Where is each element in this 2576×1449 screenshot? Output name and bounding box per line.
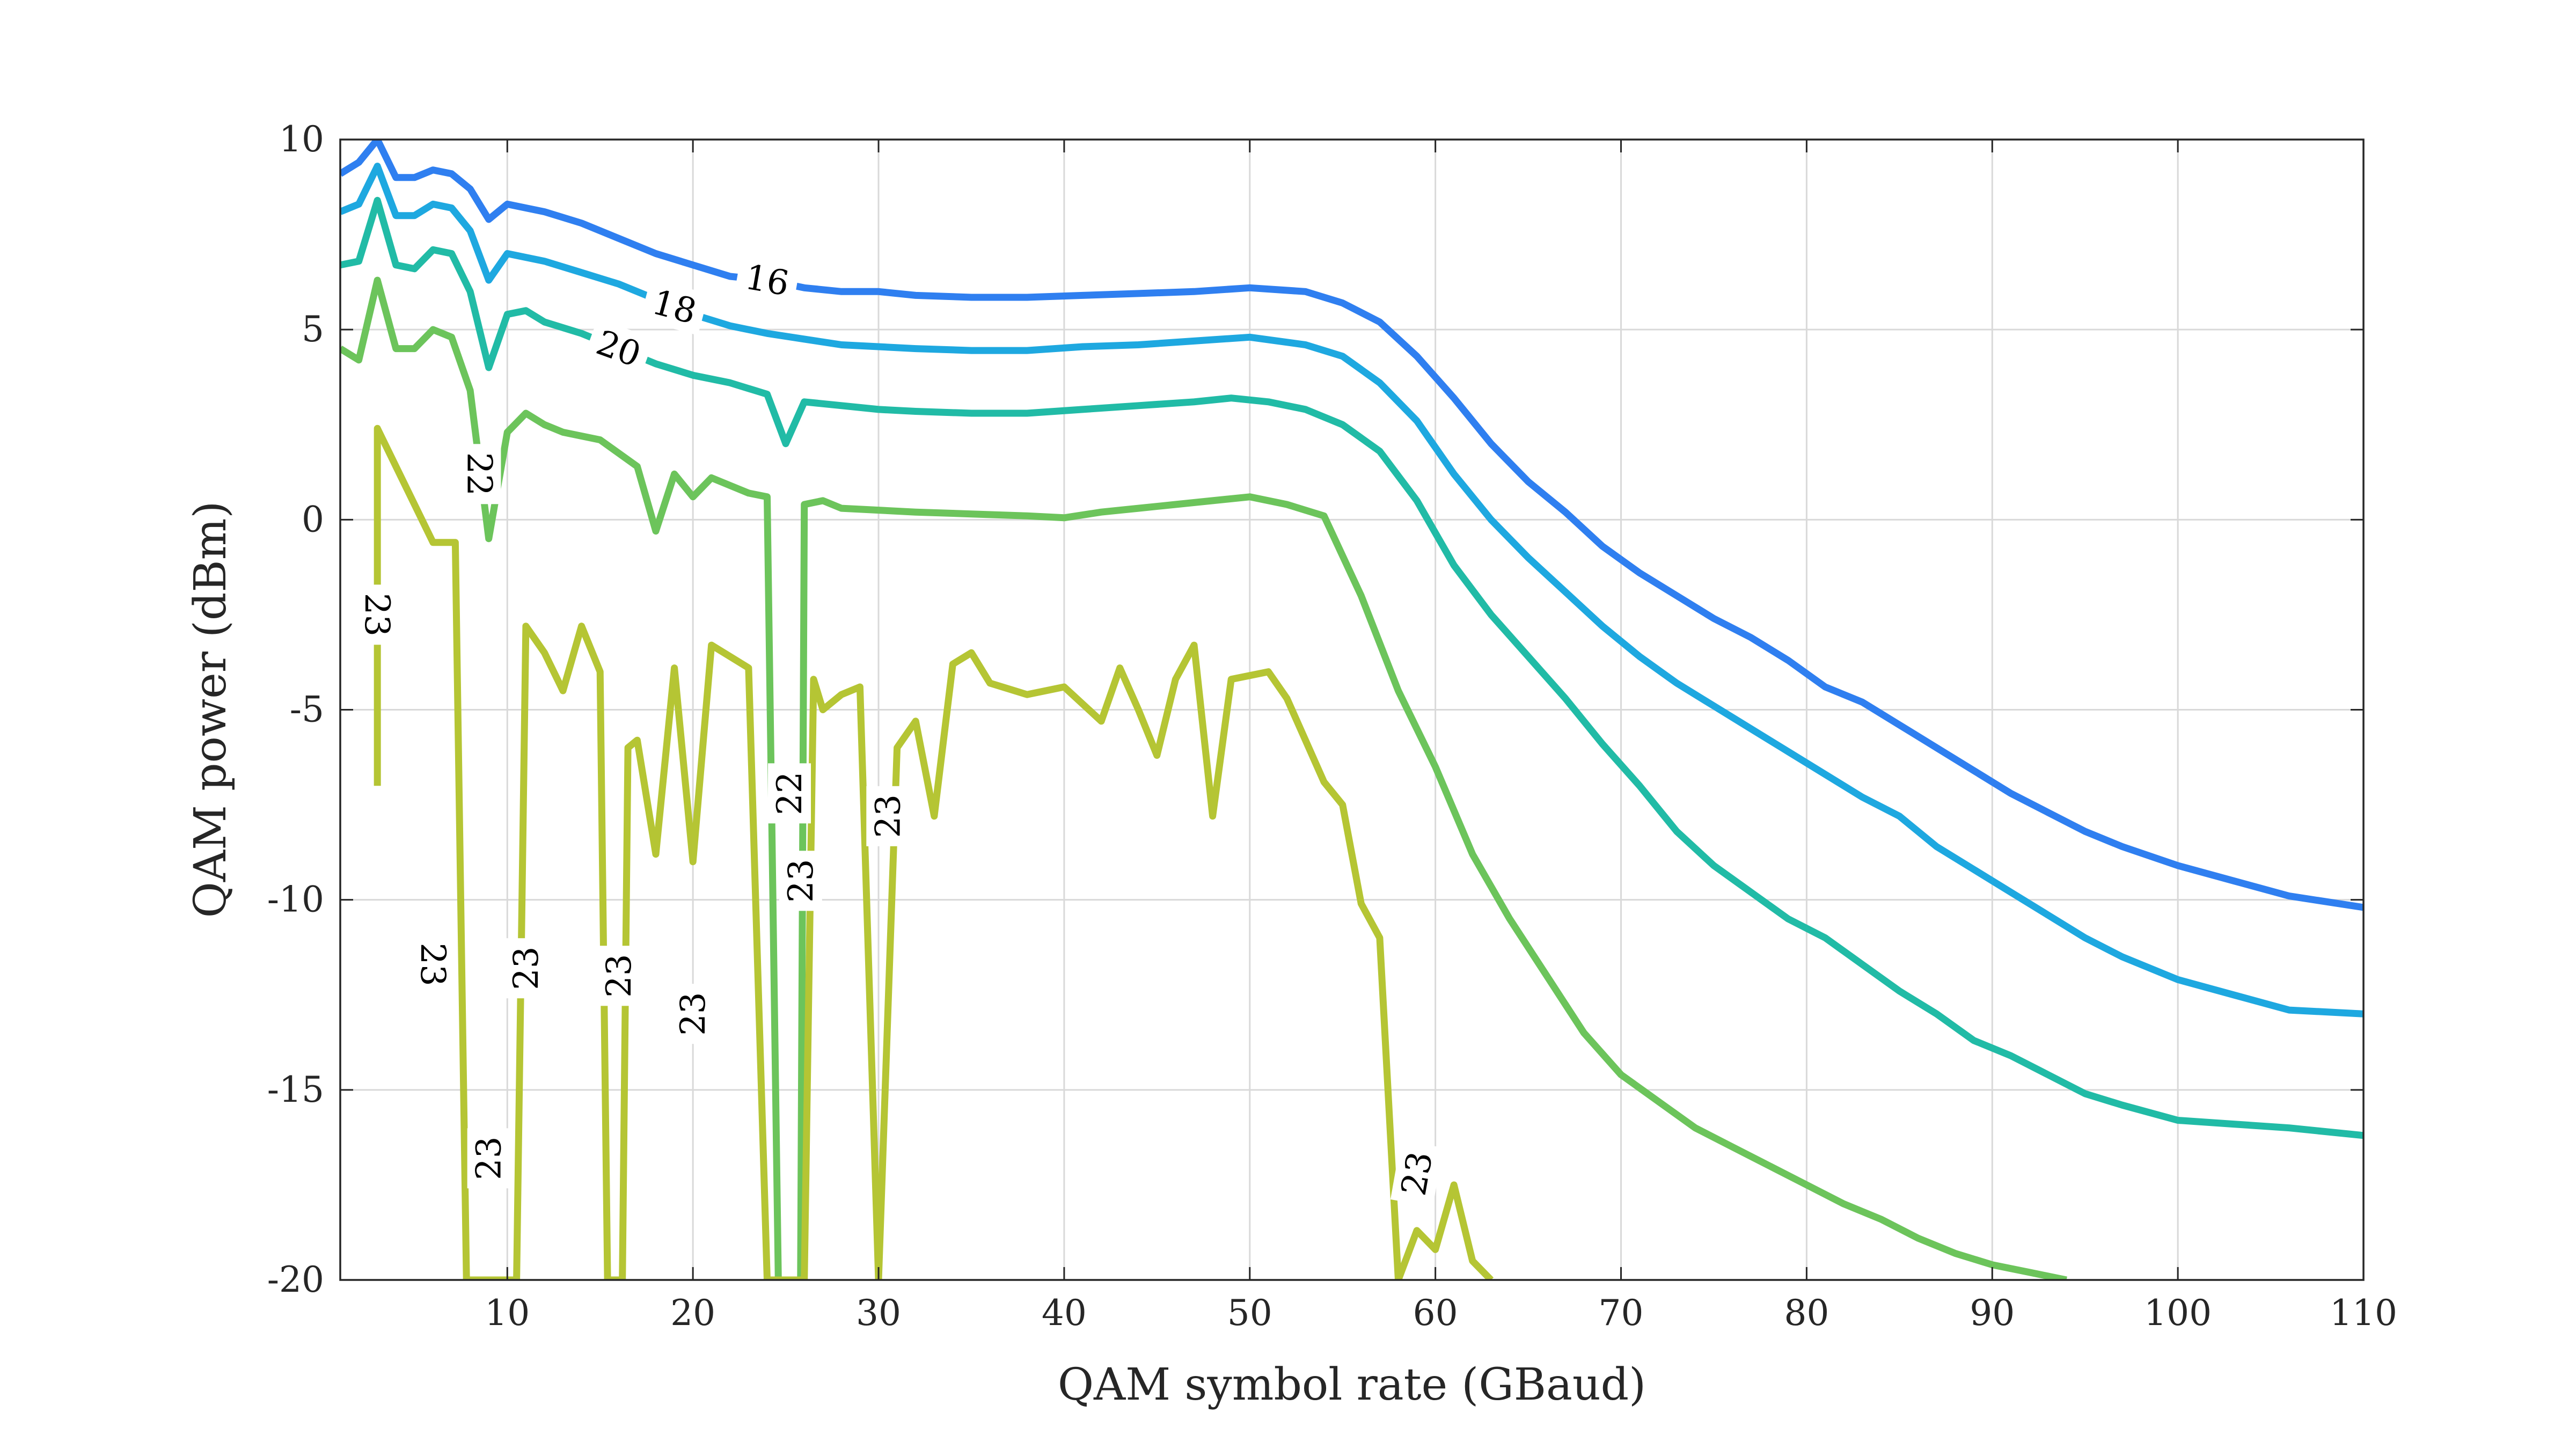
contour-label-text: 16: [742, 258, 792, 304]
contour-label-background: [779, 851, 822, 911]
y-tick-label: -10: [267, 879, 324, 920]
contour-label-background: [411, 934, 455, 995]
contour-label-text: 23: [868, 794, 908, 838]
x-tick-label: 10: [485, 1292, 530, 1334]
contour-label-background: [1390, 1140, 1444, 1207]
contour-label-background: [734, 253, 801, 307]
x-tick-label: 90: [1970, 1292, 2015, 1334]
contour-label: 23: [671, 984, 715, 1044]
contour-label: 23: [866, 786, 910, 846]
contour-line-20: [340, 196, 2363, 1139]
contour-label-text: 22: [459, 452, 499, 496]
contour-label: 20: [583, 318, 655, 379]
x-tick-label: 20: [670, 1292, 715, 1334]
contour-label-background: [583, 318, 655, 379]
x-axis-ticks: 10 20 30 40 50 60 70 80 90 100 110: [485, 140, 2397, 1334]
contour-label-background: [504, 938, 547, 999]
x-tick-label: 80: [1784, 1292, 1829, 1334]
x-tick-label: 100: [2144, 1292, 2212, 1334]
contour-label-background: [458, 444, 501, 504]
contour-label: 23: [504, 938, 547, 999]
contour-label: 16: [734, 253, 801, 307]
y-tick-label: 10: [279, 119, 324, 160]
y-axis-label: QAM power (dBm): [185, 501, 236, 918]
x-tick-label: 40: [1042, 1292, 1087, 1334]
contour-label: 22: [458, 444, 501, 504]
x-tick-label: 70: [1599, 1292, 1644, 1334]
y-tick-label: -20: [267, 1259, 324, 1300]
contour-label-text: 23: [413, 942, 452, 986]
y-tick-label: 5: [302, 309, 324, 350]
contour-label: 22: [768, 763, 811, 824]
contour-label: 23: [467, 1128, 510, 1189]
contour-label: 23: [597, 946, 640, 1006]
contour-label: 23: [1390, 1140, 1444, 1207]
contour-line-23: [374, 425, 1494, 1280]
contour-line-18: [340, 163, 2363, 1018]
x-axis-label: QAM symbol rate (GBaud): [1058, 1359, 1646, 1410]
contour-label-background: [640, 278, 709, 335]
contour-label-text: 23: [470, 1137, 509, 1180]
x-tick-label: 110: [2330, 1292, 2397, 1334]
x-tick-label: 60: [1413, 1292, 1458, 1334]
y-axis-ticks: 10 5 0 -5 -10 -15 -20: [267, 119, 2363, 1300]
contour-label-text: 23: [674, 992, 713, 1035]
contour-label: 23: [779, 851, 822, 911]
y-tick-label: -5: [290, 689, 324, 730]
y-tick-label: 0: [302, 499, 324, 540]
contour-label: 23: [411, 934, 455, 995]
contour-label-background: [597, 946, 640, 1006]
contour-line-16: [340, 140, 2363, 911]
contour-label-background: [356, 584, 399, 645]
contour-label-background: [768, 763, 811, 824]
contour-label-text: 22: [770, 772, 810, 815]
contour-lines: [340, 140, 2363, 1280]
contour-label-background: [866, 786, 910, 846]
contour-label-background: [467, 1128, 510, 1189]
contour-label-text: 23: [1394, 1148, 1441, 1198]
contour-label-text: 23: [599, 954, 639, 998]
contour-label: 18: [640, 278, 709, 335]
contour-label-text: 23: [781, 859, 821, 903]
contour-label-text: 23: [507, 946, 546, 990]
x-tick-label: 50: [1227, 1292, 1272, 1334]
contour-line-22: [340, 276, 2067, 1280]
contour-label: 23: [356, 584, 399, 645]
x-tick-label: 30: [856, 1292, 901, 1334]
y-tick-label: -15: [267, 1069, 324, 1110]
contour-label-text: 23: [357, 593, 397, 636]
contour-label-background: [671, 984, 715, 1044]
